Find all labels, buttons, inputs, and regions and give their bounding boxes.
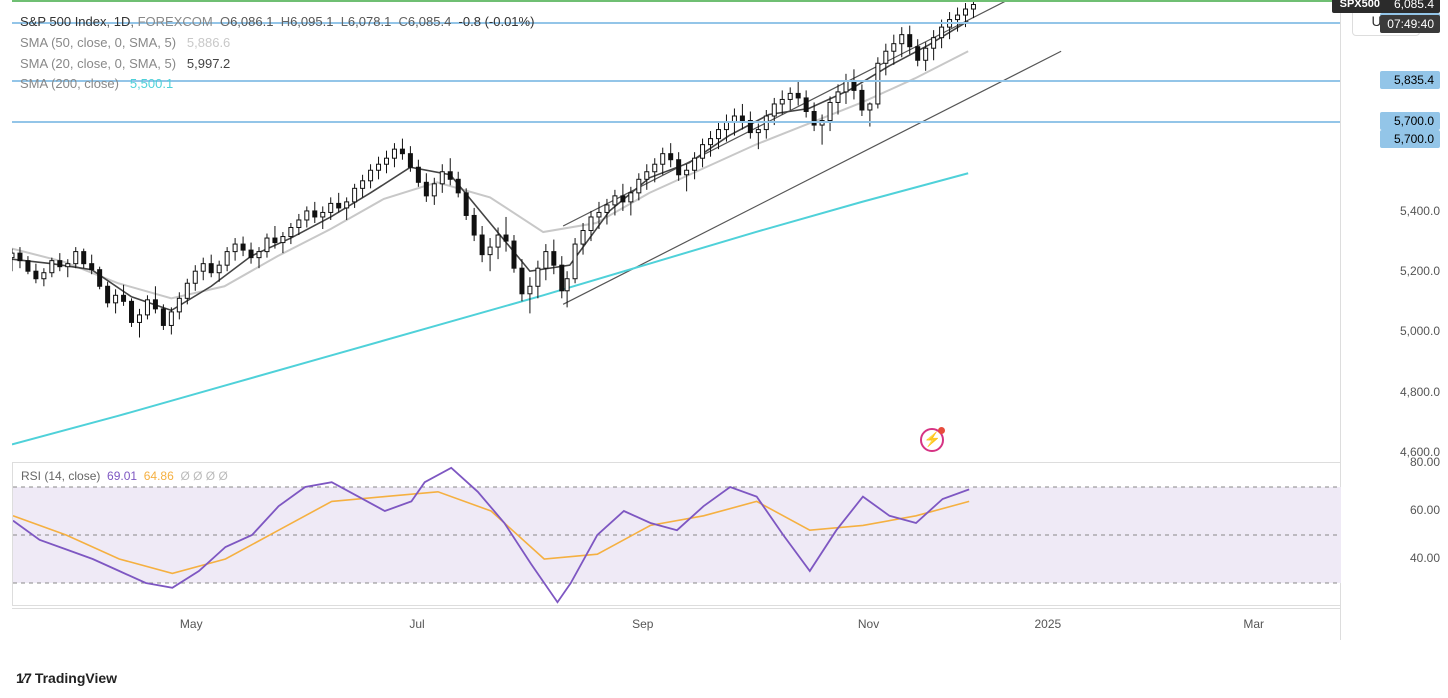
y-price-box: 5,835.4: [1380, 71, 1440, 89]
symbol-badge: SPX500: [1332, 0, 1388, 13]
rsi-pane[interactable]: RSI (14, close) 69.01 64.86 Ø Ø Ø Ø: [12, 462, 1340, 606]
flash-icon[interactable]: ⚡: [920, 428, 944, 452]
y-tick: 5,000.0: [1400, 324, 1440, 338]
rsi-value: 69.01: [107, 469, 137, 483]
ohlc-pct: (-0.01%): [485, 14, 535, 29]
rsi-nulls: Ø Ø Ø Ø: [180, 469, 227, 483]
sma200-label: SMA (200, close): [20, 76, 119, 91]
rsi-y-tick: 60.00: [1410, 503, 1440, 517]
rsi-y-axis: 40.0060.0080.00: [1340, 462, 1448, 606]
ohlc-chg: -0.8: [459, 14, 481, 29]
x-tick: Sep: [632, 617, 653, 631]
x-tick: May: [180, 617, 203, 631]
y-tick: 5,200.0: [1400, 264, 1440, 278]
x-tick: 2025: [1034, 617, 1061, 631]
chart-legend: S&P 500 Index, 1D, FOREXCOM O6,086.1 H6,…: [20, 12, 534, 95]
ohlc-h: 6,095.1: [290, 14, 333, 29]
sma50-label: SMA (50, close, 0, SMA, 5): [20, 35, 176, 50]
rsi-label: RSI (14, close): [21, 469, 100, 483]
tradingview-logo: 1⁄7 TradingView: [16, 670, 117, 686]
sma200-value: 5,500.1: [130, 76, 173, 91]
x-tick: Jul: [409, 617, 424, 631]
y-price-box: 5,700.0: [1380, 130, 1440, 148]
symbol-name: S&P 500 Index: [20, 14, 107, 29]
rsi-y-tick: 40.00: [1410, 551, 1440, 565]
x-tick: Mar: [1243, 617, 1264, 631]
sma50-value: 5,886.6: [187, 35, 230, 50]
y-price-box: 5,700.0: [1380, 112, 1440, 130]
sma20-label: SMA (20, close, 0, SMA, 5): [20, 56, 176, 71]
y-tick: 4,800.0: [1400, 385, 1440, 399]
y-tick: 5,400.0: [1400, 204, 1440, 218]
x-tick: Nov: [858, 617, 879, 631]
time-x-axis[interactable]: May Jul Sep Nov 2025 Mar: [12, 608, 1340, 636]
horizontal-line[interactable]: [12, 0, 1340, 2]
y-price-box: 6,085.4: [1380, 0, 1440, 13]
ohlc-l: 6,078.1: [348, 14, 391, 29]
rsi-y-tick: 80.00: [1410, 455, 1440, 469]
exchange: FOREXCOM: [138, 14, 213, 29]
ohlc-c: 6,085.4: [408, 14, 451, 29]
horizontal-line[interactable]: [12, 121, 1340, 123]
interval: 1D: [114, 14, 131, 29]
sma20-value: 5,997.2: [187, 56, 230, 71]
rsi-signal-value: 64.86: [144, 469, 174, 483]
rsi-svg: [13, 463, 1341, 607]
rsi-legend: RSI (14, close) 69.01 64.86 Ø Ø Ø Ø: [21, 469, 228, 483]
countdown-badge: 07:49:40: [1380, 15, 1440, 33]
ohlc-o: 6,086.1: [230, 14, 273, 29]
